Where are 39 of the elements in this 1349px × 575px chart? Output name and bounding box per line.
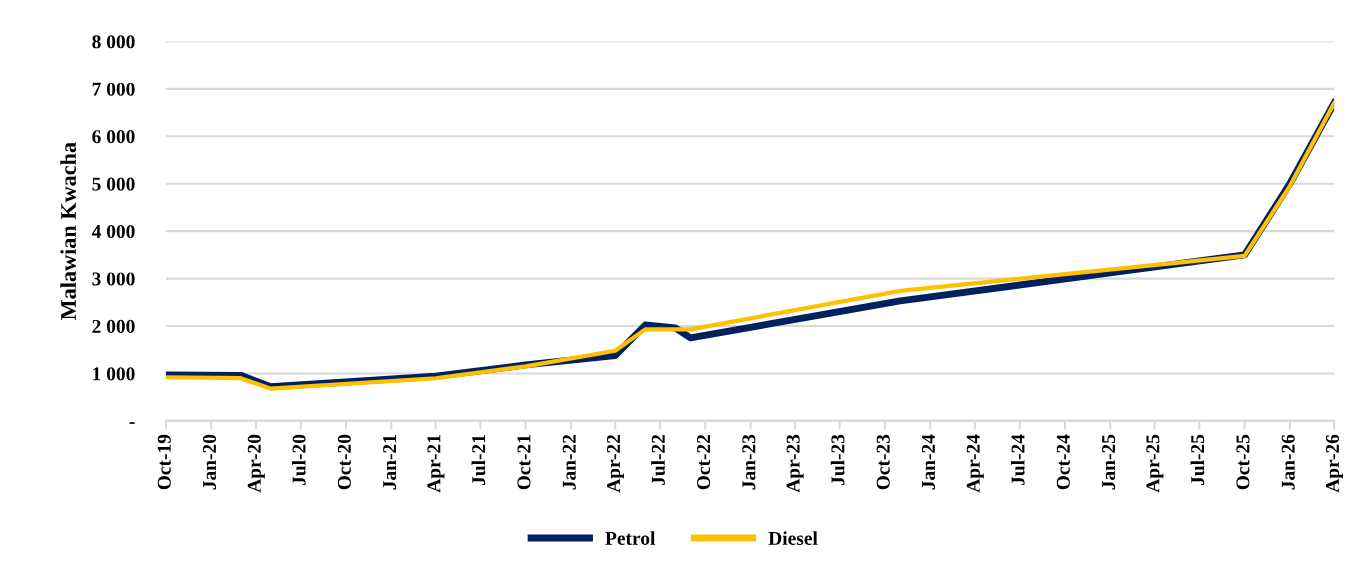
y-tick-label: 2 000 [92,319,135,333]
x-tick-label: Jul-24 [1010,434,1025,486]
y-tick-label: 7 000 [92,82,135,96]
x-tick-label: Oct-23 [876,434,890,490]
x-tick-label: Apr-20 [247,434,265,493]
x-tick-label: Jul-21 [471,435,486,486]
x-tick-label: Apr-25 [1146,434,1164,493]
x-tick-label: Jul-23 [830,434,845,486]
y-tick-label: 5 000 [92,177,135,191]
x-tick-label: Apr-26 [1325,434,1343,493]
x-tick-label: Jul-22 [651,434,665,486]
x-tick-label: Apr-21 [427,435,445,493]
x-tick-label: Jan-23 [742,434,756,490]
y-tick-label: 8 000 [92,35,135,49]
legend-label: Petrol [605,531,656,545]
x-tick-label: Oct-22 [697,434,711,490]
y-tick-label: 3 000 [92,272,135,286]
x-tick-label: Jan-24 [921,434,936,490]
y-tick-label: 6 000 [92,130,135,144]
x-tick-label: Apr-22 [607,434,625,493]
legend-label: Diesel [768,531,818,545]
x-tick-label: Oct-19 [157,434,171,490]
x-tick-label: Apr-24 [966,434,984,493]
x-tick-label: Oct-21 [517,435,531,490]
y-tick-label: 4 000 [91,224,135,239]
x-tick-label: Jul-25 [1190,434,1205,486]
x-tick-label: Oct-20 [337,434,351,490]
y-axis-title: Malawian Kwacha [60,142,76,320]
x-tick-label: Oct-25 [1236,434,1250,490]
x-tick-label: Apr-23 [786,434,804,493]
x-tick-label: Jan-26 [1281,434,1295,490]
x-tick-label: Jul-20 [291,434,306,486]
y-tick-label: 1 000 [93,367,135,381]
x-tick-label: Jan-22 [562,434,576,490]
y-tick-label: - [129,422,135,424]
x-tick-label: Jan-25 [1102,434,1116,490]
x-tick-label: Jan-21 [383,435,397,490]
x-tick-label: Jan-20 [202,434,217,490]
x-tick-label: Oct-24 [1056,434,1070,490]
